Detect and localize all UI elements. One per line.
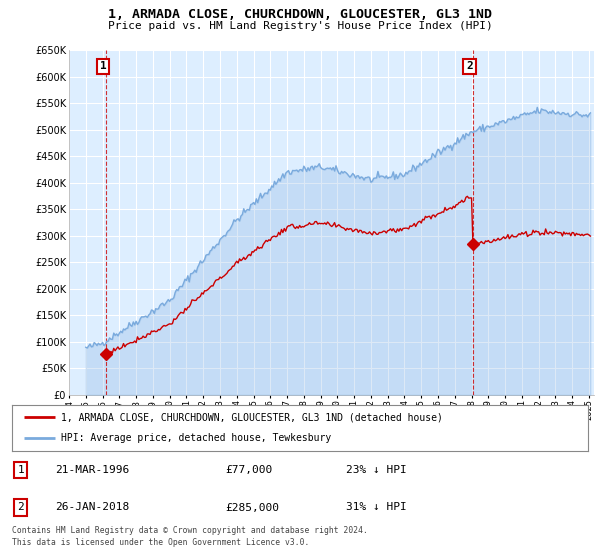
Text: 23% ↓ HPI: 23% ↓ HPI [346, 465, 407, 475]
Text: HPI: Average price, detached house, Tewkesbury: HPI: Average price, detached house, Tewk… [61, 433, 331, 444]
Text: £77,000: £77,000 [225, 465, 272, 475]
Text: 1: 1 [100, 61, 106, 71]
Text: 1: 1 [17, 465, 24, 475]
Text: Contains HM Land Registry data © Crown copyright and database right 2024.: Contains HM Land Registry data © Crown c… [12, 526, 368, 535]
Text: 2: 2 [466, 61, 473, 71]
Text: 1, ARMADA CLOSE, CHURCHDOWN, GLOUCESTER, GL3 1ND: 1, ARMADA CLOSE, CHURCHDOWN, GLOUCESTER,… [108, 8, 492, 21]
Text: 1, ARMADA CLOSE, CHURCHDOWN, GLOUCESTER, GL3 1ND (detached house): 1, ARMADA CLOSE, CHURCHDOWN, GLOUCESTER,… [61, 412, 443, 422]
Text: 21-MAR-1996: 21-MAR-1996 [55, 465, 130, 475]
Text: £285,000: £285,000 [225, 502, 279, 512]
Text: This data is licensed under the Open Government Licence v3.0.: This data is licensed under the Open Gov… [12, 538, 310, 547]
Text: 26-JAN-2018: 26-JAN-2018 [55, 502, 130, 512]
Text: 31% ↓ HPI: 31% ↓ HPI [346, 502, 407, 512]
Text: 2: 2 [17, 502, 24, 512]
Text: Price paid vs. HM Land Registry's House Price Index (HPI): Price paid vs. HM Land Registry's House … [107, 21, 493, 31]
